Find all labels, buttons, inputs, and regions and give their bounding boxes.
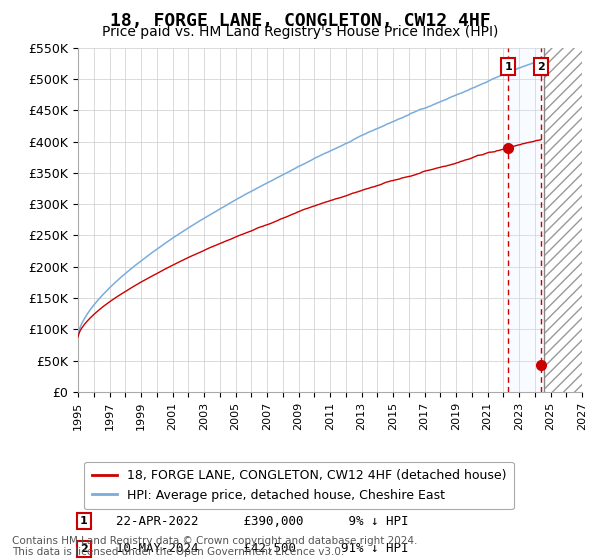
- Legend: 18, FORGE LANE, CONGLETON, CW12 4HF (detached house), HPI: Average price, detach: 18, FORGE LANE, CONGLETON, CW12 4HF (det…: [84, 462, 514, 509]
- Text: 10-MAY-2024      £42,500      91% ↓ HPI: 10-MAY-2024 £42,500 91% ↓ HPI: [101, 542, 408, 555]
- Text: 2: 2: [537, 62, 544, 72]
- Bar: [544, 48, 582, 392]
- Text: 22-APR-2022      £390,000      9% ↓ HPI: 22-APR-2022 £390,000 9% ↓ HPI: [101, 515, 408, 528]
- Text: 1: 1: [80, 516, 88, 526]
- Text: Price paid vs. HM Land Registry's House Price Index (HPI): Price paid vs. HM Land Registry's House …: [102, 25, 498, 39]
- Bar: [508, 48, 541, 392]
- Text: 18, FORGE LANE, CONGLETON, CW12 4HF: 18, FORGE LANE, CONGLETON, CW12 4HF: [110, 12, 490, 30]
- Text: Contains HM Land Registry data © Crown copyright and database right 2024.
This d: Contains HM Land Registry data © Crown c…: [12, 535, 418, 557]
- Text: 1: 1: [504, 62, 512, 72]
- Text: 2: 2: [80, 544, 88, 554]
